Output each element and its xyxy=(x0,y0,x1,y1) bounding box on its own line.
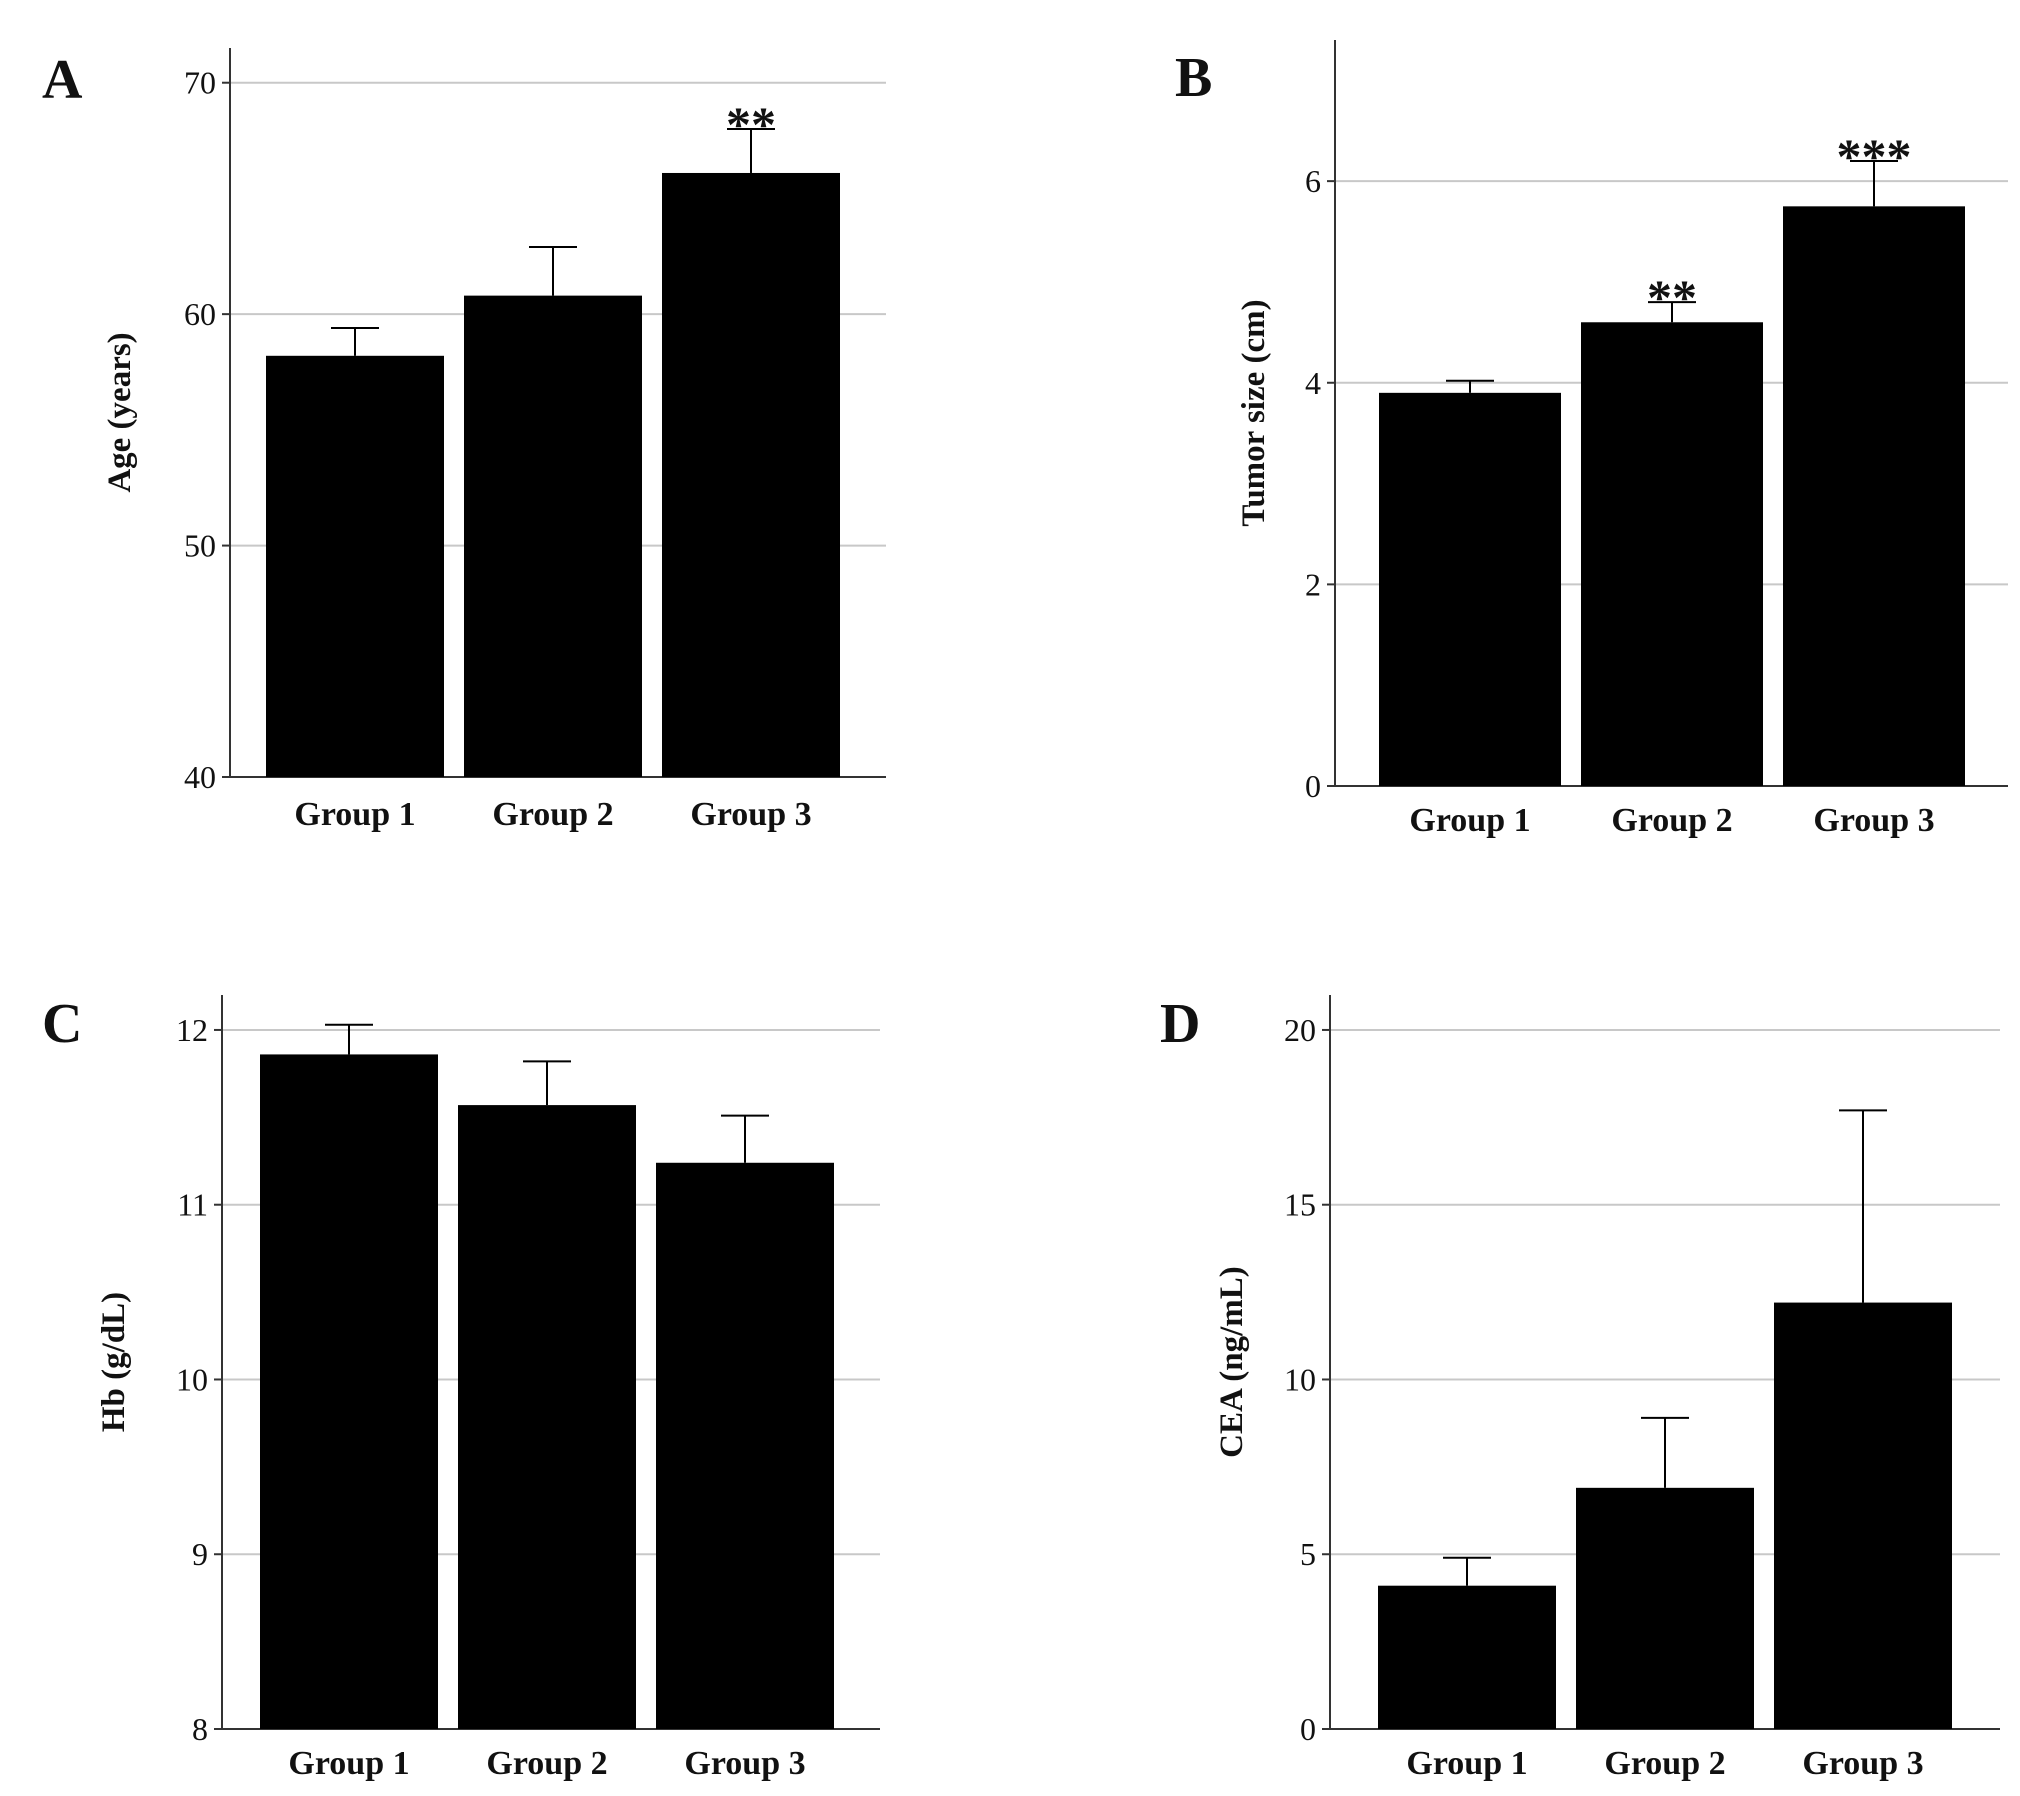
panel-d: D 0 5 10 15 20 CEA (ng/mL) Group 1 Group 2 Group … xyxy=(1160,993,2000,1782)
y-axis-title: Age (years) xyxy=(102,332,138,492)
x-category-label: Group 1 xyxy=(294,796,415,833)
x-category-label: Group 3 xyxy=(1802,1745,1923,1782)
x-category-label: Group 3 xyxy=(690,796,811,833)
y-tick-label: 0 xyxy=(1300,1711,1316,1747)
y-tick-label: 60 xyxy=(184,296,216,332)
y-tick-label: 11 xyxy=(177,1187,208,1223)
x-category-label: Group 3 xyxy=(684,1745,805,1782)
y-tick-label: 8 xyxy=(192,1711,208,1747)
panel-letter-a: A xyxy=(42,49,83,111)
y-tick-label: 9 xyxy=(192,1536,208,1572)
y-tick-label: 10 xyxy=(1284,1361,1316,1397)
panel-b: B 0 2 4 6 Tumor size (cm) Group 1 Group 2 ** Grou… xyxy=(1175,40,2008,839)
x-category-label: Group 2 xyxy=(1604,1745,1725,1782)
significance-marker: *** xyxy=(1837,128,1912,184)
y-axis-title: CEA (ng/mL) xyxy=(1214,1266,1250,1458)
bar xyxy=(458,1105,636,1729)
panel-letter-d: D xyxy=(1160,993,1200,1055)
panel-letter-b: B xyxy=(1175,47,1212,109)
y-tick-label: 2 xyxy=(1305,566,1321,602)
bar xyxy=(656,1162,834,1729)
bar xyxy=(260,1054,438,1729)
y-tick-label: 15 xyxy=(1284,1187,1316,1223)
y-tick-label: 12 xyxy=(176,1012,208,1048)
significance-marker: ** xyxy=(1647,269,1697,325)
y-tick-label: 4 xyxy=(1305,365,1321,401)
x-category-label: Group 2 xyxy=(492,796,613,833)
y-tick-label: 10 xyxy=(176,1361,208,1397)
x-category-label: Group 1 xyxy=(1406,1745,1527,1782)
bar xyxy=(1576,1487,1754,1729)
bar xyxy=(1783,206,1965,787)
bar xyxy=(1379,392,1561,786)
y-tick-label: 40 xyxy=(184,759,216,795)
bar xyxy=(1581,322,1763,786)
y-tick-label: 0 xyxy=(1305,768,1321,804)
x-category-label: Group 3 xyxy=(1813,802,1934,839)
bar xyxy=(266,355,444,777)
y-tick-label: 6 xyxy=(1305,163,1321,199)
significance-marker: ** xyxy=(726,96,776,152)
bar xyxy=(662,172,840,777)
y-tick-label: 20 xyxy=(1284,1012,1316,1048)
panel-letter-c: C xyxy=(42,993,82,1055)
y-axis-title: Hb (g/dL) xyxy=(96,1292,132,1432)
x-category-label: Group 1 xyxy=(288,1745,409,1782)
x-category-label: Group 1 xyxy=(1409,802,1530,839)
x-category-label: Group 2 xyxy=(486,1745,607,1782)
panel-a: A 40 50 60 70 Age (years) Group 1 Group 2 Group … xyxy=(42,48,886,833)
y-tick-label: 70 xyxy=(184,65,216,101)
x-category-label: Group 2 xyxy=(1611,802,1732,839)
bar xyxy=(464,295,642,777)
panel-c: C 8 9 10 11 12 Hb (g/dL) Group 1 Group 2 Group 3 xyxy=(42,993,880,1782)
y-tick-label: 50 xyxy=(184,528,216,564)
y-tick-label: 5 xyxy=(1300,1536,1316,1572)
bar xyxy=(1774,1302,1952,1729)
bar xyxy=(1378,1585,1556,1729)
y-axis-title: Tumor size (cm) xyxy=(1236,299,1272,526)
